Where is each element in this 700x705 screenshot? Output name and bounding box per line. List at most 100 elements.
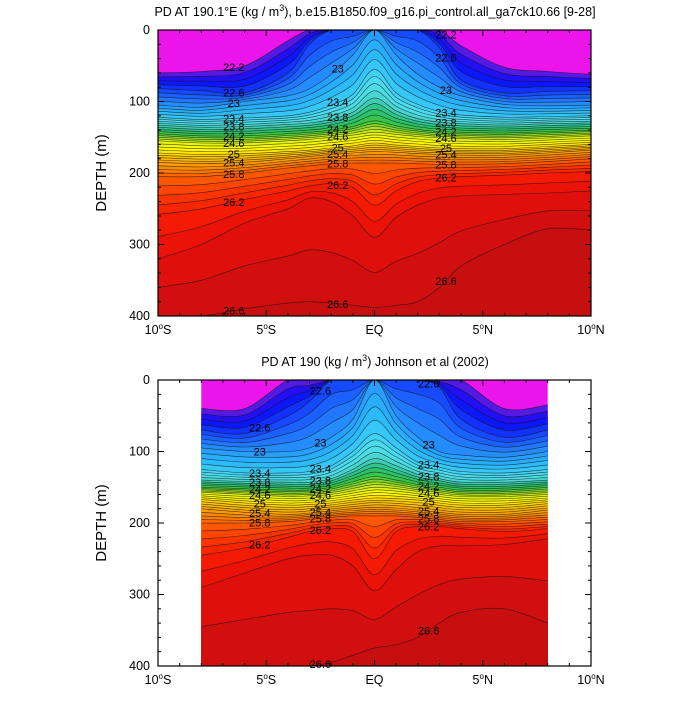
x-tick-label: 10oS: [145, 672, 172, 687]
contour-label-26.2: 26.2: [249, 539, 270, 551]
contour-line-25.2: [201, 502, 548, 511]
contour-line-25.9: [158, 161, 591, 187]
contour-line-24.3: [201, 478, 548, 493]
x-tick-label: 5oN: [473, 322, 493, 337]
contour-line-22.7: [158, 30, 591, 97]
contour-label-25.4: 25.4: [249, 508, 270, 520]
contour-line-22.4: [201, 380, 548, 424]
contour-line-26.1: [201, 523, 548, 549]
contour-line-25.3: [201, 504, 548, 513]
x-tick-label: 10oN: [577, 672, 604, 687]
contour-label-24.2: 24.2: [435, 127, 456, 139]
contour-line-26: [158, 164, 591, 196]
contour-label-25.8: 25.8: [223, 169, 244, 181]
chart-title: PD AT 190.1°E (kg / m3), b.e15.B1850.f09…: [154, 3, 595, 19]
contour-label-26.2: 26.2: [435, 173, 456, 185]
contour-line-25.5: [201, 509, 548, 517]
contour-label-24.2: 24.2: [327, 124, 348, 136]
y-tick-label: 400: [129, 309, 150, 323]
contour-line-23.1: [201, 393, 548, 462]
contour-line-25.8: [158, 158, 591, 178]
filled-contours: [158, 30, 591, 316]
contour-label-26.2: 26.2: [327, 180, 348, 192]
contour-label-26.6: 26.6: [223, 306, 244, 318]
contour-line-24.5: [201, 484, 548, 496]
contour-label-25.8: 25.8: [418, 513, 439, 525]
filled-contours: [201, 380, 548, 666]
y-tick-label: 100: [129, 95, 150, 109]
contour-label-26.2: 26.2: [418, 522, 439, 534]
contour-label-22.6: 22.6: [310, 386, 331, 398]
x-tick-label: EQ: [365, 673, 383, 687]
contour-line-23: [158, 30, 591, 108]
contour-label-23: 23: [423, 439, 435, 451]
contour-label-23: 23: [332, 64, 344, 76]
contour-line-26.4: [158, 190, 591, 260]
contour-label-23.8: 23.8: [327, 112, 348, 124]
contour-label-22.6: 22.6: [249, 422, 270, 434]
contour-label-24.2: 24.2: [223, 131, 244, 143]
contour-line-23.4: [201, 433, 548, 474]
contour-label-25.8: 25.8: [327, 158, 348, 170]
contour-line-25: [201, 497, 548, 506]
contour-line-26.6: [158, 227, 591, 316]
contour-line-25.8: [201, 515, 548, 524]
contour-line-24.8: [158, 137, 591, 150]
x-tick-label: 10oS: [145, 322, 172, 337]
contour-label-23: 23: [314, 438, 326, 450]
contour-line-25.5: [158, 152, 591, 168]
contour-line-25.7: [201, 513, 548, 521]
contour-line-25.9: [201, 518, 548, 532]
contour-label-24.6: 24.6: [310, 490, 331, 502]
contour-band-26.6: [201, 608, 548, 666]
contour-label-25: 25: [423, 497, 435, 509]
y-axis-label: DEPTH (m): [93, 484, 110, 562]
contour-label-24.6: 24.6: [249, 490, 270, 502]
contour-line-26.4: [201, 538, 548, 592]
contour-label-22.6: 22.6: [418, 379, 439, 391]
contour-label-22.2: 22.2: [435, 30, 456, 42]
contour-label-25.4: 25.4: [435, 150, 456, 162]
contour-label-25: 25: [332, 142, 344, 154]
contour-line-23.7: [158, 90, 591, 126]
y-tick-label: 200: [129, 516, 150, 530]
contour-label-23: 23: [440, 85, 452, 97]
y-tick-label: 300: [129, 588, 150, 602]
contour-line-26.5: [201, 576, 548, 627]
contour-line-26.2: [158, 171, 591, 215]
contour-label-24.6: 24.6: [435, 133, 456, 145]
contour-label-25: 25: [228, 149, 240, 161]
contour-line-26.1: [158, 168, 591, 206]
contour-label-25.8: 25.8: [249, 517, 270, 529]
contour-label-25.4: 25.4: [418, 506, 439, 518]
contour-label-24.2: 24.2: [249, 484, 270, 496]
contour-line-22.3: [201, 380, 548, 417]
contour-label-24.6: 24.6: [418, 488, 439, 500]
contour-line-25.7: [158, 156, 591, 174]
contour-line-22.6: [201, 380, 548, 438]
contour-line-23.5: [201, 439, 548, 476]
contour-line-22.2: [158, 30, 591, 75]
contour-line-23.2: [158, 49, 591, 114]
contour-label-26.2: 26.2: [223, 197, 244, 209]
contour-label-26.6: 26.6: [418, 625, 439, 637]
contour-line-22.6: [158, 30, 591, 95]
contour-line-22.7: [201, 380, 548, 443]
contour-line-23.5: [158, 76, 591, 122]
contour-line-22.8: [201, 380, 548, 448]
contour-band-26.6: [158, 227, 591, 316]
contour-label-23.4: 23.4: [310, 464, 331, 476]
contour-line-23.6: [158, 83, 591, 124]
contour-label-22.2: 22.2: [223, 62, 244, 74]
contour-line-24.2: [201, 476, 548, 491]
contour-line-25.4: [201, 506, 548, 516]
y-tick-label: 0: [143, 373, 150, 387]
contour-label-25.8: 25.8: [310, 513, 331, 525]
contour-line-25: [158, 142, 591, 155]
panel-observations: PD AT 190 (kg / m3) Johnson et al (2002)…: [93, 353, 605, 687]
contour-line-23.9: [201, 462, 548, 485]
contour-line-24.2: [158, 120, 591, 137]
contour-label-23.8: 23.8: [249, 477, 270, 489]
